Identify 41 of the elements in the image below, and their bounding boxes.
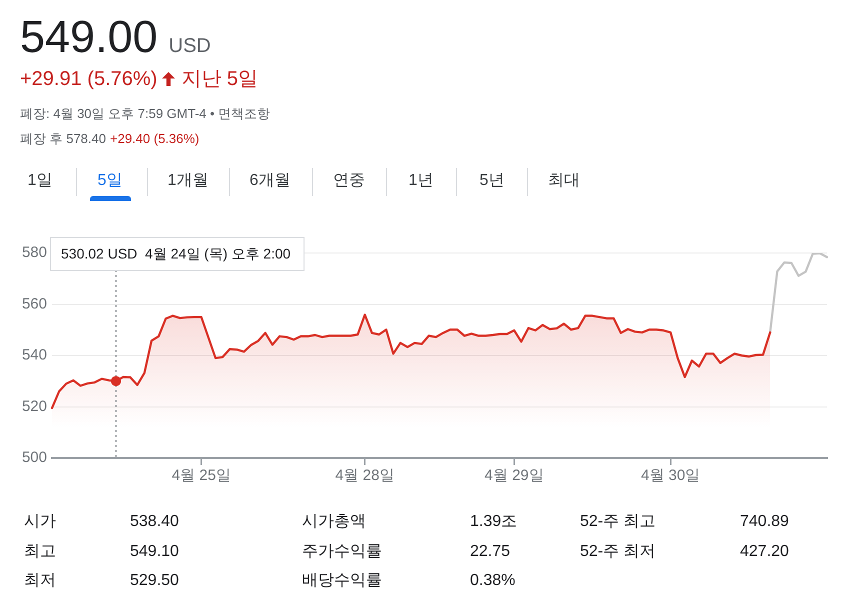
text: 연중 (333, 172, 365, 189)
text: 최고 (24, 543, 56, 560)
text: 1개월 (168, 172, 208, 189)
text: 시가 (24, 513, 56, 530)
text: 0.38% (470, 572, 516, 589)
chart-title: 549.00 (20, 11, 158, 62)
y-tick-label: 560 (22, 295, 47, 312)
text: 1일 (28, 172, 52, 189)
text: 최저 (24, 572, 56, 589)
text: 52-주 최고 (580, 513, 656, 530)
text: 549.10 (130, 543, 179, 560)
text: USD (168, 35, 211, 57)
y-tick-label: 500 (22, 449, 47, 466)
text: +29.91 (5.76%) (20, 68, 158, 90)
x-tick-label: 4월 30일 (640, 467, 700, 484)
x-tick-label: 4월 25일 (172, 467, 231, 484)
text: 5일 (98, 172, 122, 189)
text: 52-주 최저 (580, 543, 656, 560)
text: 시가총액 (302, 513, 366, 530)
text: 5년 (480, 172, 504, 189)
text: 폐장 후 578.40 (20, 131, 106, 146)
text: +29.40 (5.36%) (110, 131, 200, 146)
y-tick-label: 580 (22, 244, 47, 262)
text: 배당수익률 (302, 572, 382, 589)
y-tick-label: 520 (22, 398, 47, 415)
text: 538.40 (130, 513, 179, 530)
text: 주가수익률 (302, 543, 382, 560)
text: 1.39조 (470, 513, 518, 530)
text: 22.75 (470, 543, 510, 560)
text: 폐장: 4월 30일 오후 7:59 GMT-4 • 면책조항 (20, 106, 270, 121)
text: 529.50 (130, 572, 179, 589)
text: 지난 5일 (181, 68, 258, 90)
x-tick-label: 4월 29일 (484, 467, 544, 484)
text: 1년 (408, 172, 434, 189)
y-tick-label: 540 (22, 346, 47, 364)
annotation: 530.02 USD 4월 24일 (목) 오후 2:00 (61, 245, 291, 262)
text: 최대 (548, 172, 580, 189)
x-tick-label: 4월 28일 (335, 467, 394, 484)
text: 427.20 (740, 543, 789, 560)
text: 740.89 (740, 513, 789, 530)
text: 6개월 (250, 172, 290, 189)
